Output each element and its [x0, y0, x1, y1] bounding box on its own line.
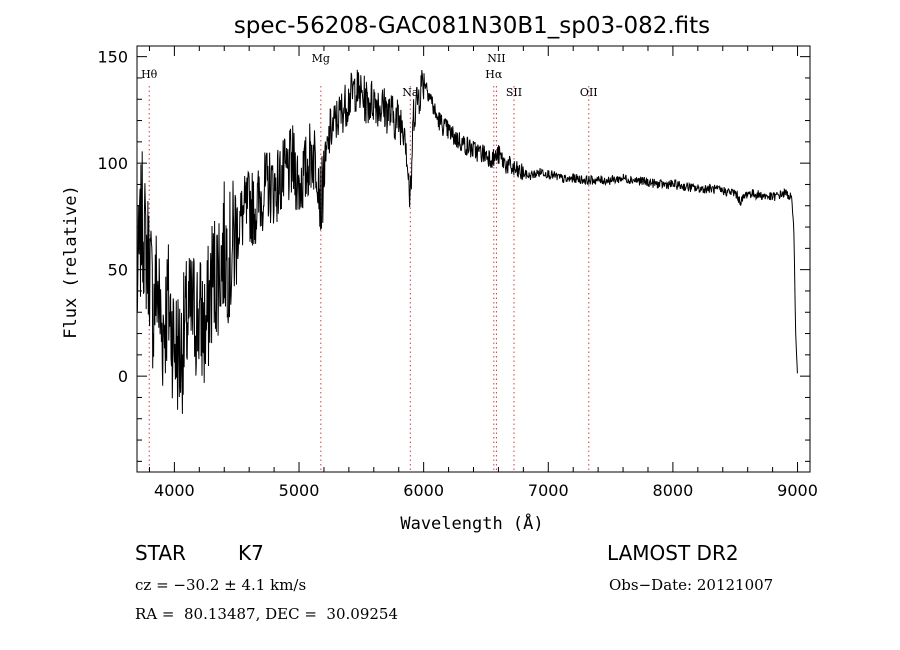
axis-ticks: 4000 5000 6000 7000 8000 9000 0 50 100 150	[97, 46, 818, 500]
object-class: STAR	[135, 541, 186, 565]
x-tick-label: 9000	[777, 481, 818, 500]
y-tick-label: 150	[97, 48, 128, 67]
line-marker-label: OII	[580, 86, 598, 99]
line-marker-label: SII	[506, 86, 522, 99]
spectrum-line	[136, 69, 798, 414]
line-marker-label: Mg	[312, 52, 330, 65]
object-subclass: K7	[238, 541, 264, 565]
survey-name: LAMOST DR2	[607, 541, 739, 565]
chart-title: spec-56208-GAC081N30B1_sp03-082.fits	[234, 13, 710, 39]
line-marker-label: Hα	[485, 68, 503, 81]
x-tick-label: 7000	[528, 481, 569, 500]
x-axis-label: Wavelength (Å)	[400, 512, 543, 534]
x-tick-label: 6000	[403, 481, 444, 500]
coordinates-readout: RA = 80.13487, DEC = 30.09254	[135, 605, 399, 623]
observation-date: Obs−Date: 20121007	[609, 576, 774, 594]
y-tick-label: 0	[118, 367, 128, 386]
y-axis-label: Flux (relative)	[61, 185, 81, 339]
line-marker-label: Hθ	[141, 68, 158, 81]
x-tick-label: 8000	[653, 481, 694, 500]
x-tick-label: 5000	[279, 481, 320, 500]
line-marker-label: NII	[487, 52, 505, 65]
y-tick-label: 100	[97, 154, 128, 173]
x-tick-label: 4000	[154, 481, 195, 500]
line-marker-label: Na	[402, 86, 419, 99]
redshift-readout: cz = −30.2 ± 4.1 km/s	[135, 576, 307, 594]
y-tick-label: 50	[108, 261, 128, 280]
